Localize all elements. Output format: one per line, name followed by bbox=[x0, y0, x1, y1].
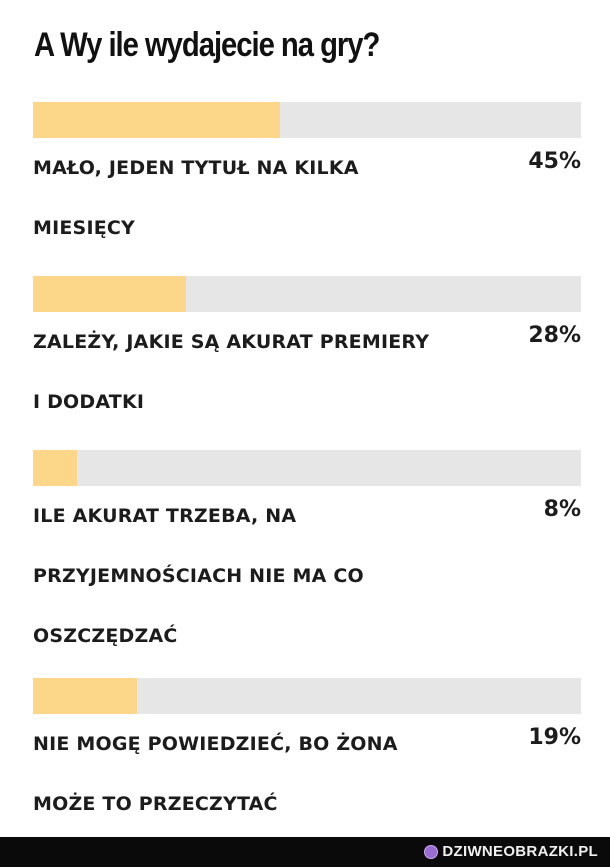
poll-option-row: ZALEŻY, JAKIE SĄ AKURAT PREMIERY I DODAT… bbox=[33, 312, 581, 432]
poll-option-1[interactable]: MAŁO, JEDEN TYTUŁ NA KILKA MIESIĘCY 45% bbox=[33, 102, 581, 258]
poll-option-percent: 45% bbox=[528, 149, 581, 174]
watermark-logo-icon bbox=[424, 844, 439, 859]
poll-option-2[interactable]: ZALEŻY, JAKIE SĄ AKURAT PREMIERY I DODAT… bbox=[33, 276, 581, 432]
poll-option-percent: 28% bbox=[528, 323, 581, 348]
poll-option-row: ILE AKURAT TRZEBA, NA PRZYJEMNOŚCIACH NI… bbox=[33, 486, 581, 666]
poll-bar-track bbox=[33, 276, 581, 312]
poll-option-percent: 8% bbox=[543, 497, 581, 522]
poll-bar-fill bbox=[33, 276, 187, 312]
poll-bar-track bbox=[33, 102, 581, 138]
poll-bar-track bbox=[33, 678, 581, 714]
poll-option-label: MAŁO, JEDEN TYTUŁ NA KILKA MIESIĘCY bbox=[33, 157, 359, 239]
poll-bar-track bbox=[33, 450, 581, 486]
poll-option-label: ILE AKURAT TRZEBA, NA PRZYJEMNOŚCIACH NI… bbox=[33, 505, 364, 647]
poll-bar-fill bbox=[33, 102, 280, 138]
poll-option-4[interactable]: NIE MOGĘ POWIEDZIEĆ, BO ŻONA MOŻE TO PRZ… bbox=[33, 678, 581, 834]
watermark[interactable]: DZIWNEOBRAZKI.PL bbox=[424, 843, 598, 860]
footer-bar: DZIWNEOBRAZKI.PL bbox=[0, 837, 610, 867]
poll-option-label: ZALEŻY, JAKIE SĄ AKURAT PREMIERY I DODAT… bbox=[33, 331, 430, 413]
watermark-text: DZIWNEOBRAZKI.PL bbox=[442, 843, 598, 860]
poll-bar-fill bbox=[33, 678, 138, 714]
poll-option-label: NIE MOGĘ POWIEDZIEĆ, BO ŻONA MOŻE TO PRZ… bbox=[33, 733, 398, 815]
poll-option-row: MAŁO, JEDEN TYTUŁ NA KILKA MIESIĘCY 45% bbox=[33, 138, 581, 258]
poll-title: A Wy ile wydajecie na gry? bbox=[34, 26, 380, 64]
poll-option-row: NIE MOGĘ POWIEDZIEĆ, BO ŻONA MOŻE TO PRZ… bbox=[33, 714, 581, 834]
poll-option-percent: 19% bbox=[528, 725, 581, 750]
poll-option-3[interactable]: ILE AKURAT TRZEBA, NA PRZYJEMNOŚCIACH NI… bbox=[33, 450, 581, 666]
poll-bar-fill bbox=[33, 450, 77, 486]
